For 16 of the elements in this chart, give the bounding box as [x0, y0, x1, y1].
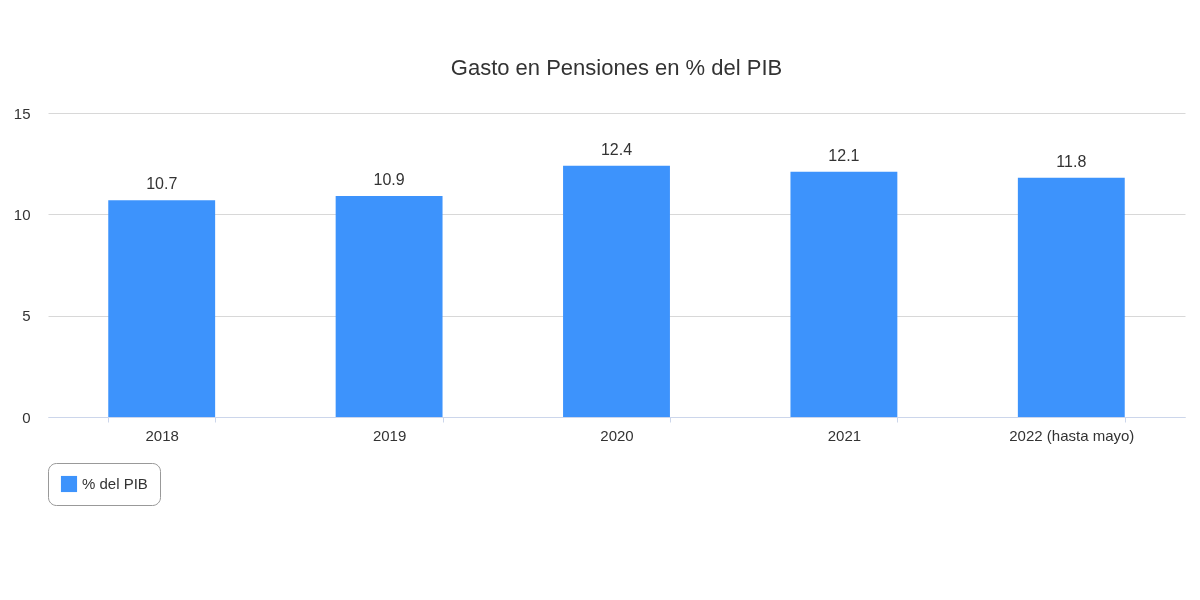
data-label: 11.8: [1056, 152, 1087, 170]
data-label: 10.9: [373, 171, 405, 189]
x-tick-label: 2019: [372, 426, 407, 444]
x-tick-label: 2021: [827, 426, 862, 444]
data-label: 12.1: [828, 146, 860, 164]
y-tick-label: 0: [22, 408, 31, 426]
y-tick-label: 15: [13, 104, 31, 122]
data-label: 10.7: [146, 175, 178, 193]
legend-label: % del PIB: [82, 475, 148, 492]
x-tick-label: 2020: [600, 426, 634, 444]
chart-title: Gasto en Pensiones en % del PIB: [450, 55, 783, 80]
x-tick-label: 2018: [145, 426, 179, 444]
data-label: 12.4: [600, 140, 633, 158]
y-tick-label: 5: [22, 307, 31, 325]
x-tick-label: 2022 (hasta mayo): [1009, 426, 1135, 444]
y-tick-label: 10: [13, 205, 31, 223]
